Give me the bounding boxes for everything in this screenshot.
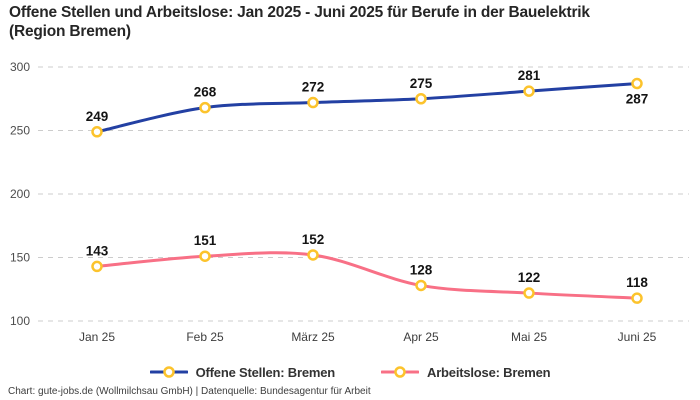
x-axis-tick-label: Feb 25 — [186, 330, 224, 344]
page-title: Offene Stellen und Arbeitslose: Jan 2025… — [9, 4, 679, 42]
data-point-marker — [631, 292, 643, 304]
data-point-marker — [307, 249, 319, 261]
data-point-label: 118 — [626, 275, 648, 290]
legend-line-marker-icon — [381, 366, 419, 378]
y-axis-tick-label: 250 — [10, 124, 30, 138]
data-point-marker — [199, 101, 211, 114]
data-point-marker — [523, 287, 535, 299]
legend-label: Offene Stellen: Bremen — [195, 364, 336, 380]
data-point-label: 275 — [410, 76, 433, 91]
data-point-marker — [91, 260, 103, 273]
y-axis-tick-label: 200 — [10, 187, 30, 201]
y-axis-tick-label: 150 — [10, 251, 30, 265]
data-point-label: 287 — [626, 92, 649, 107]
data-point-label: 151 — [194, 233, 217, 248]
legend-item-arbeitslose: Arbeitslose: Bremen — [381, 364, 551, 380]
data-point-marker — [307, 96, 319, 109]
x-axis-tick-label: Apr 25 — [403, 330, 439, 344]
data-point-marker — [91, 126, 103, 138]
data-point-marker — [199, 250, 211, 262]
x-axis-tick-label: Jan 25 — [79, 330, 115, 344]
x-axis-tick-label: März 25 — [291, 330, 335, 344]
data-point-marker — [523, 85, 535, 97]
y-axis-tick-label: 100 — [10, 314, 30, 328]
series-line — [95, 251, 639, 300]
data-point-label: 249 — [86, 109, 109, 124]
data-point-marker — [631, 77, 643, 90]
x-axis-tick-label: Mai 25 — [511, 330, 547, 344]
legend-line-marker-icon — [149, 366, 188, 378]
data-point-label: 268 — [194, 85, 217, 100]
data-point-label: 143 — [86, 243, 109, 258]
series-line — [95, 82, 639, 134]
y-axis-tick-label: 300 — [10, 60, 30, 74]
data-point-label: 272 — [302, 80, 325, 95]
data-point-label: 281 — [518, 68, 541, 83]
source-attribution: Chart: gute-jobs.de (Wollmilchsau GmbH) … — [8, 386, 371, 397]
data-point-label: 152 — [302, 232, 325, 247]
x-axis-tick-label: Juni 25 — [618, 330, 657, 344]
legend-item-offene-stellen: Offene Stellen: Bremen — [149, 364, 336, 380]
page-title-line1: Offene Stellen und Arbeitslose: Jan 2025… — [9, 4, 590, 21]
data-point-label: 122 — [518, 270, 541, 285]
data-point-label: 128 — [410, 262, 433, 277]
page-title-line2: (Region Bremen) — [9, 22, 131, 40]
chart-legend: Offene Stellen: Bremen Arbeitslose: Brem… — [0, 361, 700, 383]
data-point-marker — [415, 93, 427, 105]
legend-label: Arbeitslose: Bremen — [427, 364, 551, 380]
data-point-marker — [415, 279, 427, 292]
